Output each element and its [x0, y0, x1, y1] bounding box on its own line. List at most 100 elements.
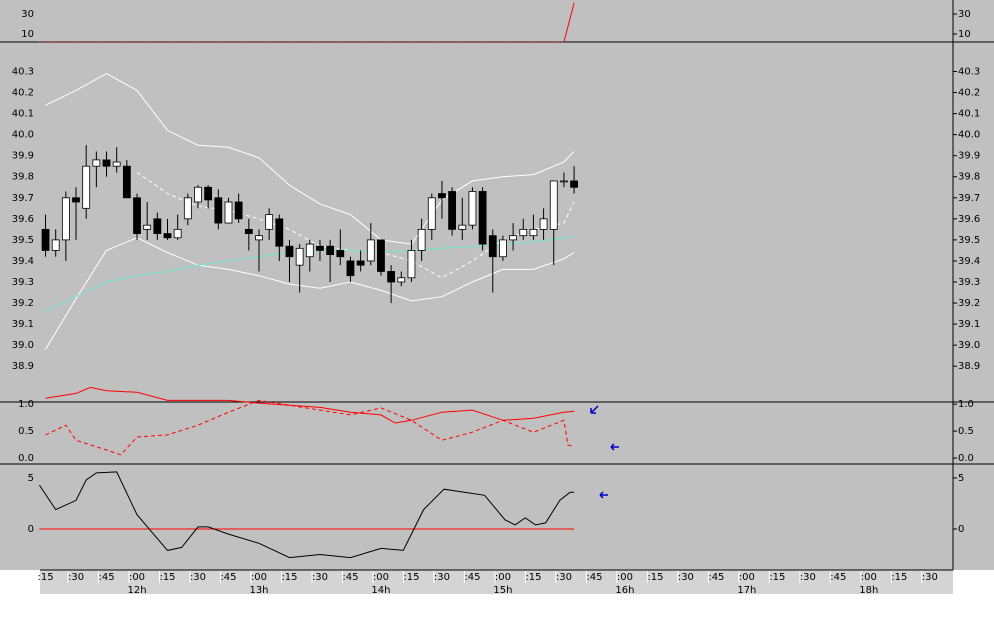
candle-body: [560, 180, 568, 183]
x-tick-label: :15: [647, 572, 663, 583]
line-series: [45, 73, 575, 245]
candle-body: [204, 186, 213, 201]
arrow-icon: [599, 491, 608, 499]
y-tick-label-right: 39.4: [958, 256, 980, 267]
x-tick-label: :00: [251, 572, 267, 583]
y-tick-label-right: 39.9: [958, 151, 980, 162]
y-tick-label-right: 39.2: [958, 298, 980, 309]
y-tick-label: 10: [21, 29, 34, 40]
candle-body: [427, 197, 436, 230]
candle-body: [336, 250, 345, 258]
candle-body: [194, 186, 202, 203]
x-tick-label: :45: [464, 572, 480, 583]
x-tick-label: :00: [861, 572, 877, 583]
y-tick-label-right: 39.5: [958, 235, 980, 246]
candle-body: [407, 250, 416, 279]
y-tick-label-right: 40.0: [958, 130, 980, 141]
y-tick-label: 39.4: [12, 256, 34, 267]
y-tick-label: 39.5: [12, 235, 34, 246]
candle-body: [448, 191, 457, 230]
x-tick-label: :45: [586, 572, 602, 583]
x-tick-label: :15: [403, 572, 419, 583]
y-tick-label-right: 39.3: [958, 277, 980, 288]
candle-body: [143, 224, 152, 230]
x-tick-label: :15: [281, 572, 297, 583]
candle-body: [458, 224, 467, 230]
x-tick-label: :30: [190, 572, 206, 583]
candle-body: [387, 271, 396, 283]
y-tick-label: 39.7: [12, 193, 34, 204]
line-series: [38, 471, 575, 559]
candle-body: [61, 197, 70, 241]
candle-body: [92, 159, 101, 167]
candle-body: [41, 228, 50, 251]
y-tick-label: 39.9: [12, 151, 34, 162]
x-tick-label: :15: [37, 572, 53, 583]
x-tick-label: :15: [525, 572, 541, 583]
y-tick-label-right: 39.0: [958, 340, 980, 351]
candle-body: [417, 228, 426, 251]
y-tick-label-right: 40.3: [958, 66, 980, 77]
y-tick-label-right: 0.0: [958, 453, 974, 464]
line-series: [45, 399, 575, 456]
background: [0, 0, 994, 570]
x-tick-label: :00: [373, 572, 389, 583]
y-tick-label-right: 40.1: [958, 109, 980, 120]
candle-body: [51, 239, 60, 251]
candle-body: [295, 247, 304, 266]
y-tick-label: 0.5: [18, 426, 34, 437]
y-tick-label: 0: [28, 524, 34, 535]
x-hour-label: 13h: [249, 585, 268, 596]
candle-body: [183, 197, 192, 220]
candle-body: [122, 165, 131, 199]
y-tick-label: 39.8: [12, 172, 34, 183]
x-hour-label: 17h: [737, 585, 756, 596]
candle-body: [509, 235, 517, 241]
candle-body: [468, 191, 477, 226]
y-tick-label: 30: [21, 9, 34, 20]
candle-body: [133, 197, 141, 234]
candle-body: [112, 161, 121, 167]
line-series: [563, 2, 575, 43]
y-tick-label: 40.3: [12, 66, 34, 77]
y-tick-label: 0.0: [18, 453, 34, 464]
y-tick-label: 39.2: [12, 298, 34, 309]
x-tick-label: :30: [922, 572, 938, 583]
candle-body: [255, 235, 263, 241]
arrows: [590, 405, 619, 499]
x-tick-label: :45: [830, 572, 846, 583]
y-tick-label-right: 39.6: [958, 214, 980, 225]
time-axis-strip: [40, 570, 953, 594]
y-tick-label: 40.0: [12, 130, 34, 141]
candle-body: [539, 218, 548, 230]
candle-body: [499, 239, 507, 258]
candle-body: [224, 201, 233, 224]
candle-body: [265, 214, 274, 230]
candle-body: [275, 218, 284, 247]
x-hour-label: 18h: [859, 585, 878, 596]
x-hour-label: 15h: [493, 585, 512, 596]
x-tick-label: :30: [800, 572, 816, 583]
candle-body: [316, 245, 324, 251]
x-hour-label: 12h: [127, 585, 146, 596]
candle-body: [377, 239, 385, 272]
x-tick-label: :15: [769, 572, 785, 583]
arrow-icon: [590, 405, 599, 414]
candle-body: [163, 233, 172, 239]
y-tick-label-right: 10: [958, 29, 971, 40]
candle-body: [285, 245, 294, 258]
x-tick-label: :00: [739, 572, 755, 583]
candle-body: [102, 159, 111, 167]
x-hour-label: 16h: [615, 585, 634, 596]
x-tick-label: :30: [68, 572, 84, 583]
x-tick-label: :45: [98, 572, 114, 583]
y-tick-label: 1.0: [18, 399, 34, 410]
y-tick-label-right: 39.7: [958, 193, 980, 204]
candle-body: [549, 180, 558, 230]
y-tick-label: 38.9: [12, 361, 34, 372]
candle-body: [244, 228, 253, 234]
candle-body: [356, 260, 365, 266]
candle-body: [519, 228, 528, 237]
x-tick-label: :30: [556, 572, 572, 583]
